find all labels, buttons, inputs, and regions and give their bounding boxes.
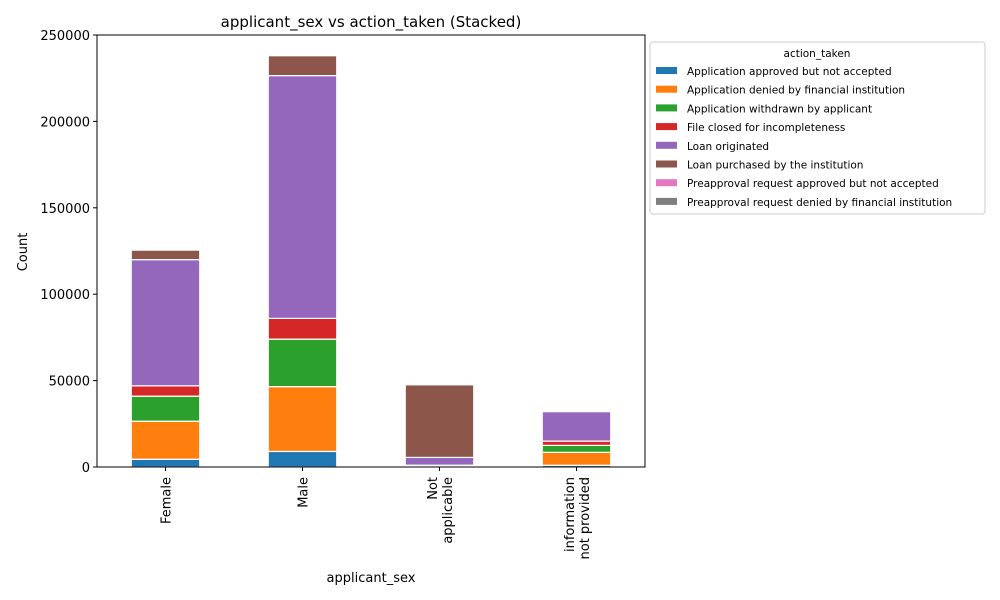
legend-entry-label: Loan originated — [687, 141, 769, 153]
legend-swatch — [656, 160, 677, 168]
bar-segment — [404, 384, 475, 459]
x-axis-label: applicant_sex — [327, 571, 416, 586]
bar-segment — [130, 420, 201, 460]
bar-segment — [267, 75, 338, 319]
bar-segment — [541, 451, 612, 466]
y-tick-label: 0 — [82, 461, 90, 476]
legend-swatch — [656, 141, 677, 149]
y-tick-label: 50000 — [49, 375, 90, 390]
legend-swatch — [656, 67, 677, 74]
legend: action_taken Application approved but no… — [649, 41, 986, 215]
legend-entry-label: File closed for incompleteness — [687, 122, 845, 134]
legend-frame — [649, 41, 986, 215]
legend-entry-label: Application approved but not accepted — [687, 66, 892, 78]
bar-segment — [404, 456, 475, 466]
bar-segment — [130, 458, 201, 468]
bar-segment — [130, 259, 201, 387]
bar-segment — [541, 444, 612, 453]
legend-title: action_taken — [784, 48, 851, 60]
plot-frame — [96, 34, 646, 468]
x-tick-label: Female — [160, 477, 175, 524]
legend-swatch — [656, 85, 677, 93]
legend-swatch — [656, 179, 677, 187]
legend-swatch — [656, 123, 677, 131]
bar-segment — [541, 440, 612, 446]
y-tick-label: 150000 — [40, 202, 90, 217]
bar-segment — [267, 386, 338, 453]
bar-segment — [541, 411, 612, 442]
legend-entry-label: Application denied by financial institut… — [687, 85, 905, 97]
bar-segment — [267, 338, 338, 388]
y-tick-label: 100000 — [40, 288, 90, 303]
x-tick-label: Notapplicable — [426, 477, 456, 544]
plot-area: 0 50000 100000 150000 200000 250000 Female Male… — [40, 29, 646, 560]
legend-entry-label: Preapproval request approved but not acc… — [687, 178, 939, 190]
legend-entry-label: Preapproval request denied by financial … — [687, 197, 952, 209]
bar-segment — [267, 450, 338, 468]
bar-segment — [267, 55, 338, 77]
y-tick-label: 250000 — [40, 29, 90, 44]
legend-entry-label: Application withdrawn by applicant — [687, 103, 872, 115]
x-tick-label: Male — [297, 477, 312, 508]
x-tick-label: informationnot provided — [563, 477, 593, 560]
y-axis-label: Count — [16, 233, 31, 272]
legend-swatch — [656, 197, 677, 205]
bar-segment — [130, 395, 201, 422]
bar-segment — [130, 249, 201, 261]
bar-segment — [267, 317, 338, 340]
y-tick-label: 200000 — [40, 115, 90, 130]
bar-segment — [130, 385, 201, 397]
legend-entry-label: Loan purchased by the institution — [687, 160, 863, 172]
chart-title: applicant_sex vs action_taken (Stacked) — [221, 13, 522, 32]
legend-swatch — [656, 104, 677, 112]
